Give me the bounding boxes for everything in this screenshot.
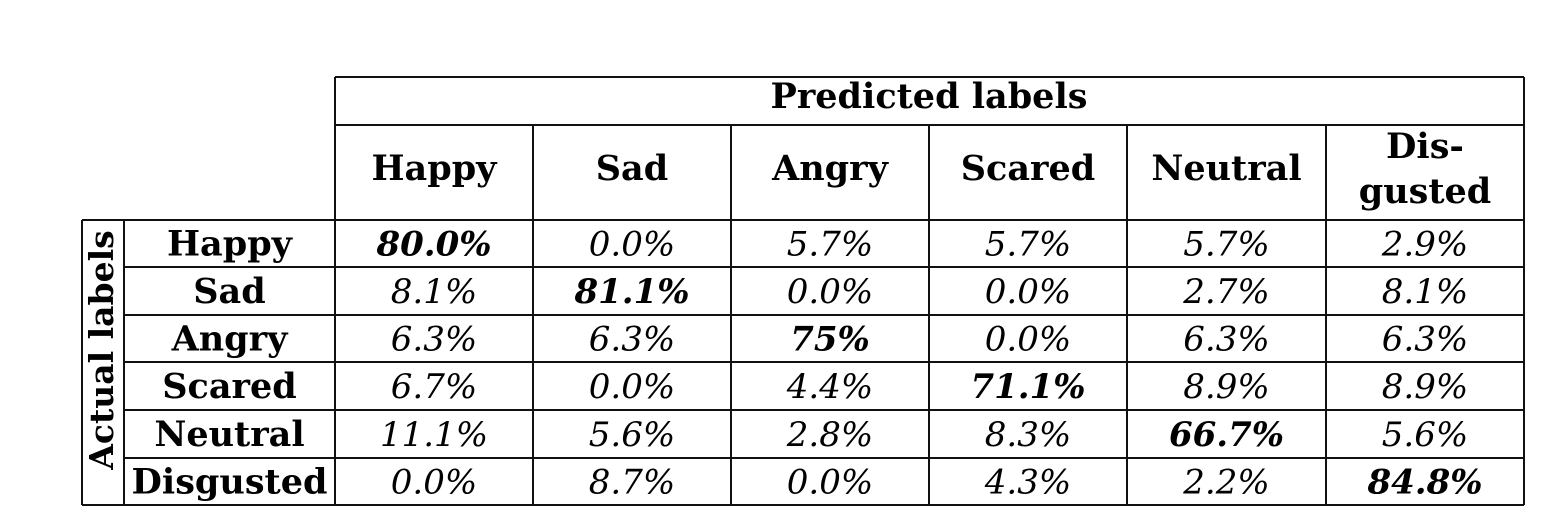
matrix-cell: 4.3% bbox=[984, 463, 1071, 503]
row-headers: Happy Sad Angry Scared Neutral Disgusted bbox=[132, 224, 328, 503]
column-header: Neutral bbox=[1151, 148, 1301, 189]
matrix-cell: 5.7% bbox=[1183, 225, 1269, 265]
matrix-cell: 8.1% bbox=[1382, 272, 1468, 312]
table-grid bbox=[81, 76, 1525, 506]
matrix-cell: 0.0% bbox=[787, 463, 873, 503]
matrix-cell: 11.1% bbox=[380, 415, 488, 455]
row-header: Angry bbox=[171, 319, 290, 360]
matrix-cell: 0.0% bbox=[985, 272, 1071, 312]
matrix-cell: 6.3% bbox=[1382, 320, 1468, 360]
matrix-cell: 5.7% bbox=[985, 225, 1071, 265]
matrix-cell: 5.6% bbox=[589, 415, 675, 455]
row-header: Happy bbox=[167, 224, 294, 265]
matrix-cell: 8.9% bbox=[1183, 367, 1269, 407]
row-header: Disgusted bbox=[132, 462, 328, 503]
matrix-cells: 80.0% 0.0% 5.7% 5.7% 5.7% 2.9% 8.1% 81.1% 0.0% 0.… bbox=[375, 225, 1482, 503]
column-header: Sad bbox=[596, 148, 668, 189]
matrix-cell-diagonal: 71.1% bbox=[970, 367, 1085, 407]
matrix-cell: 6.3% bbox=[1183, 320, 1269, 360]
column-header: Dis-gusted bbox=[1359, 126, 1492, 212]
matrix-cell: 8.7% bbox=[589, 463, 675, 503]
matrix-cell-diagonal: 84.8% bbox=[1366, 463, 1482, 503]
matrix-cell-diagonal: 75% bbox=[790, 320, 870, 360]
row-header: Neutral bbox=[154, 414, 304, 455]
matrix-cell: 4.4% bbox=[786, 367, 873, 407]
matrix-cell: 0.0% bbox=[589, 367, 675, 407]
matrix-cell: 8.1% bbox=[391, 272, 477, 312]
matrix-cell: 5.6% bbox=[1382, 415, 1468, 455]
matrix-cell-diagonal: 80.0% bbox=[375, 225, 491, 265]
matrix-cell: 8.9% bbox=[1382, 367, 1468, 407]
matrix-cell-diagonal: 81.1% bbox=[573, 272, 689, 312]
matrix-cell-diagonal: 66.7% bbox=[1169, 415, 1284, 455]
matrix-cell: 2.7% bbox=[1182, 272, 1269, 312]
matrix-cell: 2.8% bbox=[786, 415, 873, 455]
column-header: Happy bbox=[371, 148, 498, 189]
matrix-cell: 0.0% bbox=[589, 225, 675, 265]
matrix-cell: 2.2% bbox=[1182, 463, 1269, 503]
matrix-cell: 8.3% bbox=[985, 415, 1071, 455]
matrix-cell: 5.7% bbox=[787, 225, 873, 265]
matrix-cell: 6.3% bbox=[589, 320, 675, 360]
row-header: Scared bbox=[162, 366, 296, 407]
matrix-cell: 0.0% bbox=[391, 463, 477, 503]
column-header: Angry bbox=[771, 148, 890, 189]
matrix-cell: 6.7% bbox=[391, 367, 477, 407]
matrix-cell: 6.3% bbox=[391, 320, 477, 360]
matrix-cell: 0.0% bbox=[787, 272, 873, 312]
row-header: Sad bbox=[193, 271, 265, 312]
predicted-labels-header: Predicted labels bbox=[771, 76, 1088, 117]
matrix-cell: 2.9% bbox=[1381, 225, 1468, 265]
matrix-cell: 0.0% bbox=[985, 320, 1071, 360]
actual-labels-header: Actual labels bbox=[82, 230, 121, 470]
column-header: Scared bbox=[961, 148, 1095, 189]
column-headers: Happy Sad Angry Scared Neutral Dis-gusted bbox=[371, 126, 1491, 212]
